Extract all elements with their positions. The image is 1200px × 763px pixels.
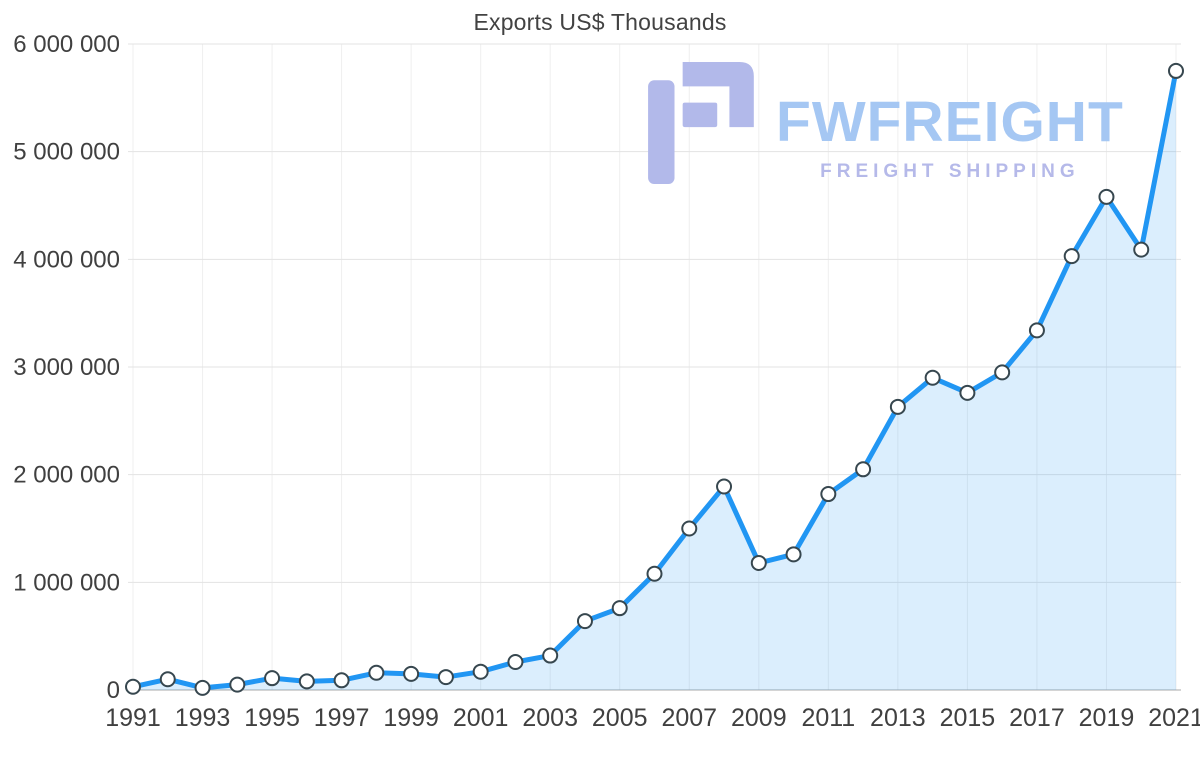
data-point-2004: [576, 613, 593, 630]
y-tick-label: 6 000 000: [13, 31, 120, 58]
y-tick-label: 0: [107, 677, 120, 704]
x-tick-label: 2009: [731, 704, 787, 732]
data-point-2003: [542, 647, 559, 664]
x-tick-label: 2011: [801, 704, 855, 732]
x-tick-label: 1991: [105, 704, 161, 732]
x-tick-label: 2017: [1009, 704, 1065, 732]
x-tick-label: 2005: [592, 704, 648, 732]
data-point-2006: [646, 565, 663, 582]
data-point-2010: [785, 546, 802, 563]
y-tick-label: 1 000 000: [13, 569, 120, 596]
chart-title: Exports US$ Thousands: [473, 9, 727, 35]
data-point-1997: [333, 672, 350, 689]
x-tick-label: 2003: [522, 704, 578, 732]
x-tick-label: 1995: [244, 704, 300, 732]
data-point-2012: [855, 461, 872, 478]
data-point-2017: [1028, 322, 1045, 339]
data-point-2008: [716, 478, 733, 495]
data-point-2013: [889, 398, 906, 415]
x-tick-label: 2007: [661, 704, 717, 732]
x-tick-label: 2001: [453, 704, 509, 732]
data-point-2005: [611, 600, 628, 617]
x-tick-label: 1993: [175, 704, 231, 732]
series-area: [133, 70, 1176, 690]
data-point-2014: [924, 369, 941, 386]
data-point-1992: [159, 671, 176, 688]
x-tick-label: 1999: [383, 704, 439, 732]
data-point-1999: [403, 665, 420, 682]
x-tick-label: 2013: [870, 704, 926, 732]
data-point-1998: [368, 664, 385, 681]
x-tick-label: 1997: [314, 704, 370, 732]
data-point-1995: [264, 670, 281, 687]
data-point-2019: [1098, 188, 1115, 205]
data-point-2018: [1063, 248, 1080, 265]
data-point-2002: [507, 654, 524, 671]
data-point-2000: [437, 669, 454, 686]
x-tick-label: 2019: [1079, 704, 1135, 732]
data-point-2021: [1168, 62, 1184, 79]
data-point-2011: [820, 486, 837, 503]
y-tick-label: 3 000 000: [13, 354, 120, 381]
data-point-2016: [994, 364, 1011, 381]
data-point-2009: [750, 554, 767, 571]
y-tick-label: 5 000 000: [13, 139, 120, 166]
y-tick-label: 4 000 000: [13, 246, 120, 273]
data-point-2001: [472, 663, 489, 680]
data-point-1993: [194, 679, 211, 696]
data-point-1996: [298, 673, 315, 690]
x-tick-label: 2015: [940, 704, 996, 732]
data-point-2015: [959, 384, 976, 401]
data-point-2007: [681, 520, 698, 537]
x-tick-label: 2021: [1148, 704, 1200, 732]
data-point-1991: [125, 678, 141, 695]
y-tick-label: 2 000 000: [13, 462, 120, 489]
data-point-1994: [229, 676, 246, 693]
data-point-2020: [1133, 241, 1150, 258]
